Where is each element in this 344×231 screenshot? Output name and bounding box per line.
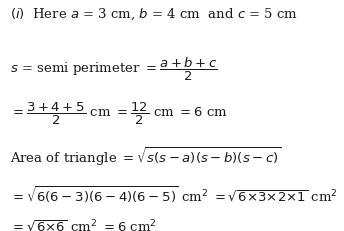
Text: $(i)$  Here $a$ = 3 cm, $b$ = 4 cm  and $c$ = 5 cm: $(i)$ Here $a$ = 3 cm, $b$ = 4 cm and $c…: [10, 7, 299, 22]
Text: Area of triangle $= \sqrt{s(s-a)(s-b)(s-c)}$: Area of triangle $= \sqrt{s(s-a)(s-b)(s-…: [10, 144, 282, 167]
Text: $= \sqrt{6(6-3)(6-4)(6-5)}$ cm$^2$ $= \sqrt{6{\times}3{\times}2{\times}1}$ cm$^2: $= \sqrt{6(6-3)(6-4)(6-5)}$ cm$^2$ $= \s…: [10, 184, 338, 204]
Text: $= \sqrt{6{\times}6}$ cm$^2$ $= 6$ cm$^2$: $= \sqrt{6{\times}6}$ cm$^2$ $= 6$ cm$^2…: [10, 218, 157, 231]
Text: $= \dfrac{3+4+5}{2}$ cm $= \dfrac{12}{2}$ cm $= 6$ cm: $= \dfrac{3+4+5}{2}$ cm $= \dfrac{12}{2}…: [10, 100, 228, 127]
Text: $s$ = semi perimeter $= \dfrac{a+b+c}{2}$: $s$ = semi perimeter $= \dfrac{a+b+c}{2}…: [10, 55, 218, 82]
